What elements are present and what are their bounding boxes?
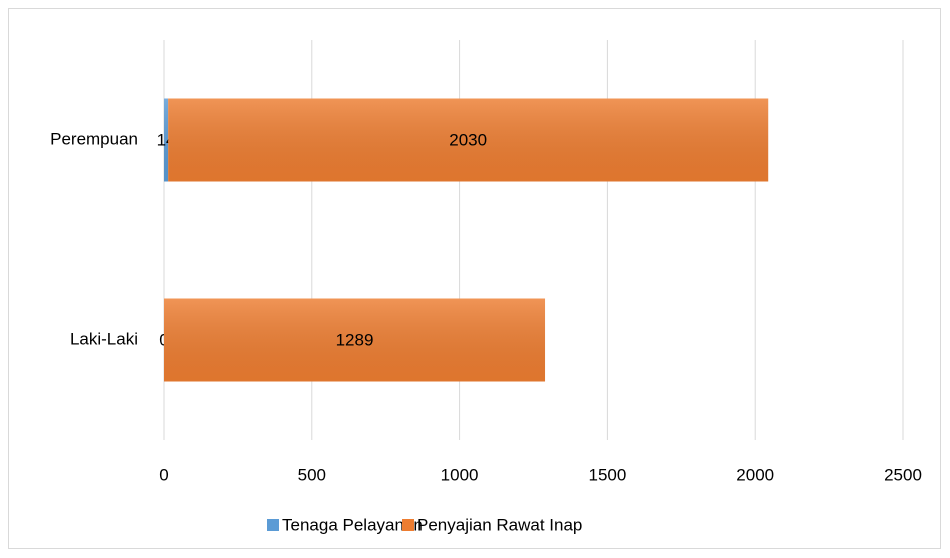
x-tick-label: 1000 — [441, 465, 479, 484]
x-tick-label: 1500 — [588, 465, 626, 484]
legend-swatch — [267, 519, 279, 531]
bar-shade — [164, 98, 169, 182]
data-label: 2030 — [449, 130, 487, 149]
bar-shade — [164, 298, 546, 382]
y-tick-label: Perempuan — [50, 129, 138, 148]
x-tick-label: 2000 — [736, 465, 774, 484]
data-label: 1289 — [336, 330, 374, 349]
x-tick-label: 2500 — [884, 465, 922, 484]
x-tick-label: 500 — [298, 465, 326, 484]
bar-shade — [168, 98, 769, 182]
y-tick-label: Laki-Laki — [70, 329, 138, 348]
legend-swatch — [402, 519, 414, 531]
legend-label: Tenaga Pelayanan — [282, 515, 423, 534]
x-tick-label: 0 — [159, 465, 168, 484]
legend-label: Penyajian Rawat Inap — [417, 515, 582, 534]
